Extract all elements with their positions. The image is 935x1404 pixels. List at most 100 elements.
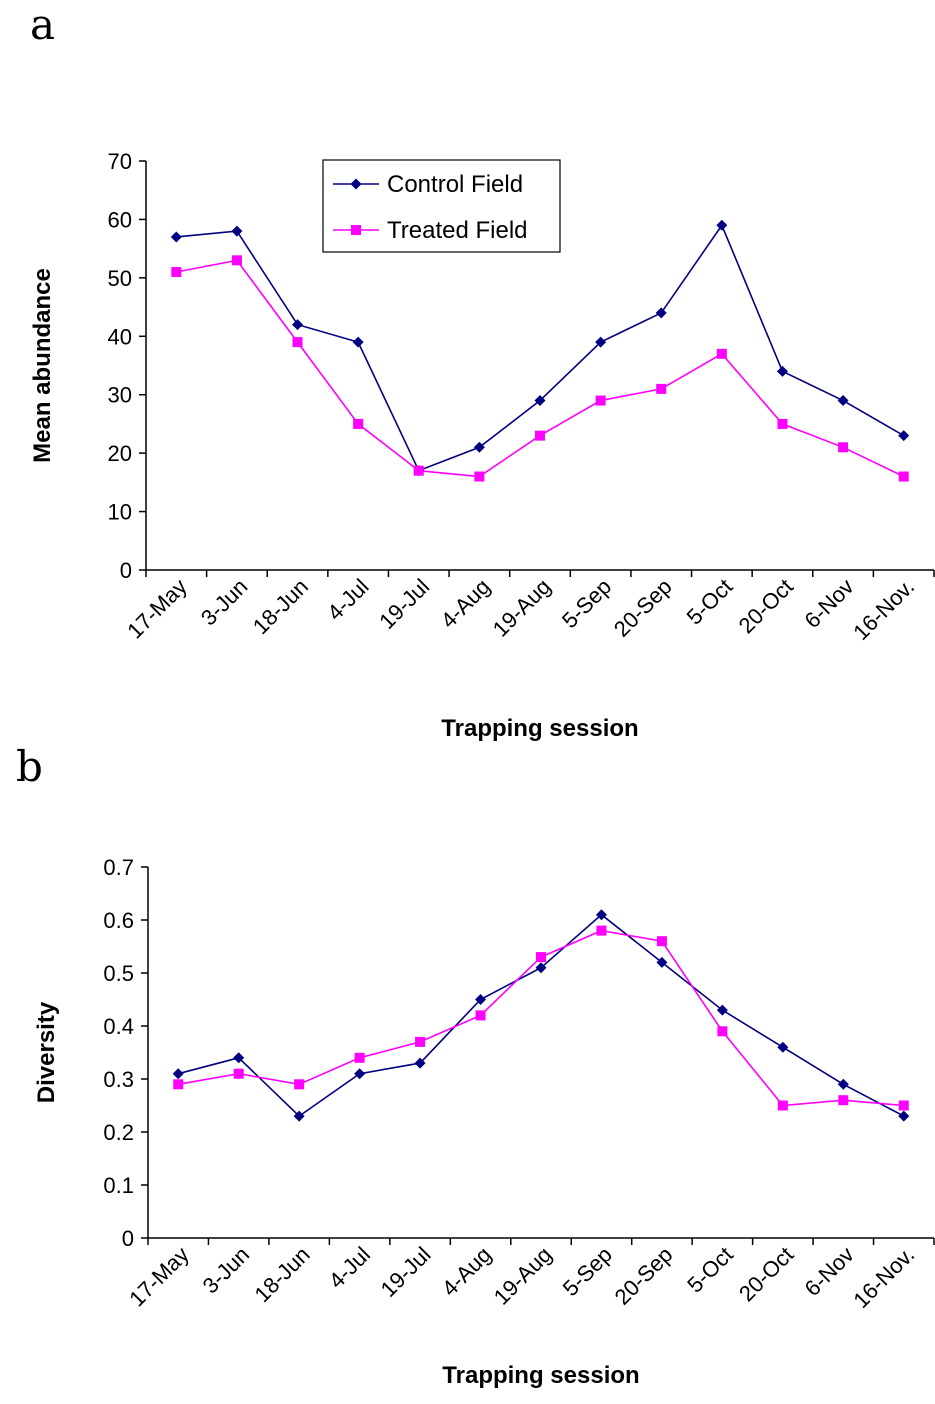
data-point-diamond bbox=[656, 956, 668, 968]
x-tick-label: 4-Aug bbox=[437, 1242, 496, 1301]
x-tick-label: 19-Jul bbox=[374, 574, 434, 634]
data-point-square bbox=[898, 1100, 909, 1111]
x-axis-title: Trapping session bbox=[441, 715, 638, 742]
data-point-square bbox=[656, 383, 667, 394]
data-point-square bbox=[777, 418, 788, 429]
x-tick-label: 16-Nov. bbox=[848, 574, 919, 645]
data-point-square bbox=[294, 1079, 305, 1090]
legend-label: Control Field bbox=[387, 171, 523, 198]
y-tick-label: 0.2 bbox=[103, 1120, 134, 1145]
x-tick-label: 20-Oct bbox=[734, 574, 798, 638]
data-point-diamond bbox=[535, 962, 547, 974]
x-tick-label: 19-Aug bbox=[489, 1242, 557, 1310]
data-point-square bbox=[475, 1010, 486, 1021]
y-tick-label: 0.3 bbox=[103, 1067, 134, 1092]
data-point-diamond bbox=[352, 336, 364, 348]
x-tick-label: 20-Sep bbox=[610, 1242, 678, 1310]
data-point-square bbox=[292, 337, 303, 348]
y-tick-label: 0.6 bbox=[103, 908, 134, 933]
data-point-diamond bbox=[292, 319, 304, 331]
data-point-square bbox=[716, 348, 727, 359]
data-point-square bbox=[173, 1079, 184, 1090]
y-axis-title: Mean abundance bbox=[29, 268, 56, 463]
data-point-square bbox=[838, 1095, 849, 1106]
data-point-square bbox=[838, 442, 849, 453]
data-point-square bbox=[535, 430, 545, 441]
data-point-square bbox=[474, 471, 485, 482]
data-point-diamond bbox=[655, 307, 667, 319]
panel-a-label: a bbox=[30, 0, 56, 49]
data-point-square bbox=[656, 936, 667, 947]
x-tick-label: 19-Aug bbox=[488, 574, 556, 642]
x-tick-label: 4-Jul bbox=[322, 574, 373, 625]
legend-box bbox=[322, 159, 561, 253]
data-point-diamond bbox=[898, 430, 910, 442]
x-tick-label: 18-Jun bbox=[249, 1242, 314, 1307]
x-tick-label: 5-Sep bbox=[558, 1242, 617, 1301]
x-tick-label: 5-Oct bbox=[682, 574, 738, 630]
y-tick-label: 70 bbox=[108, 149, 132, 174]
y-tick-label: 30 bbox=[108, 383, 132, 408]
data-point-diamond bbox=[473, 441, 485, 453]
x-tick-label: 4-Aug bbox=[436, 574, 495, 633]
data-point-square bbox=[777, 1100, 788, 1111]
legend-label: Treated Field bbox=[387, 217, 528, 244]
x-axis-title: Trapping session bbox=[442, 1362, 639, 1389]
data-point-diamond bbox=[716, 219, 728, 231]
data-point-square bbox=[415, 1036, 426, 1047]
x-tick-label: 20-Sep bbox=[609, 574, 677, 642]
x-tick-label: 4-Jul bbox=[324, 1242, 375, 1293]
data-point-diamond bbox=[776, 365, 788, 377]
y-tick-label: 0.5 bbox=[103, 961, 134, 986]
x-tick-label: 20-Oct bbox=[734, 1242, 798, 1306]
data-point-diamond bbox=[475, 994, 487, 1005]
y-tick-label: 40 bbox=[108, 324, 132, 349]
y-tick-label: 0.7 bbox=[103, 855, 134, 880]
legend-marker-square bbox=[351, 225, 361, 235]
data-point-diamond bbox=[414, 1057, 426, 1069]
data-point-square bbox=[717, 1026, 728, 1037]
data-point-diamond bbox=[716, 1004, 728, 1016]
data-point-diamond bbox=[233, 1052, 245, 1064]
series-line-series-0 bbox=[178, 913, 905, 1118]
data-point-square bbox=[231, 255, 242, 266]
data-point-square bbox=[353, 418, 364, 429]
y-tick-label: 20 bbox=[108, 441, 132, 466]
y-tick-label: 0.4 bbox=[103, 1014, 134, 1039]
data-point-square bbox=[171, 267, 182, 278]
x-tick-label: 16-Nov. bbox=[848, 1242, 919, 1313]
x-tick-label: 3-Jun bbox=[198, 1242, 255, 1299]
data-point-diamond bbox=[293, 1110, 305, 1122]
data-point-diamond bbox=[170, 231, 182, 243]
y-tick-label: 60 bbox=[108, 207, 132, 232]
y-tick-label: 0 bbox=[120, 558, 132, 583]
data-point-diamond bbox=[172, 1068, 184, 1080]
data-point-square bbox=[536, 952, 546, 963]
series-line-treated-field bbox=[176, 259, 905, 478]
x-tick-label: 17-May bbox=[122, 574, 192, 644]
data-point-diamond bbox=[595, 336, 607, 348]
x-tick-label: 6-Nov bbox=[799, 574, 858, 633]
y-tick-label: 0 bbox=[122, 1226, 134, 1251]
legend-marker-diamond bbox=[350, 178, 362, 190]
data-point-diamond bbox=[534, 395, 546, 407]
data-point-diamond bbox=[354, 1068, 366, 1080]
data-point-square bbox=[233, 1068, 244, 1079]
y-tick-label: 10 bbox=[108, 500, 132, 525]
data-point-diamond bbox=[231, 225, 243, 237]
x-tick-label: 3-Jun bbox=[196, 574, 253, 631]
data-point-diamond bbox=[777, 1041, 789, 1053]
y-tick-label: 0.1 bbox=[103, 1173, 134, 1198]
y-tick-label: 50 bbox=[108, 266, 132, 291]
x-tick-label: 17-May bbox=[124, 1242, 194, 1312]
x-tick-label: 19-Jul bbox=[376, 1242, 436, 1302]
data-point-diamond bbox=[898, 1110, 910, 1122]
x-tick-label: 5-Sep bbox=[557, 574, 616, 633]
data-point-square bbox=[595, 395, 606, 406]
data-point-diamond bbox=[595, 909, 607, 921]
y-axis-title: Diversity bbox=[33, 1001, 60, 1103]
x-tick-label: 5-Oct bbox=[682, 1242, 738, 1298]
data-point-square bbox=[898, 471, 909, 482]
